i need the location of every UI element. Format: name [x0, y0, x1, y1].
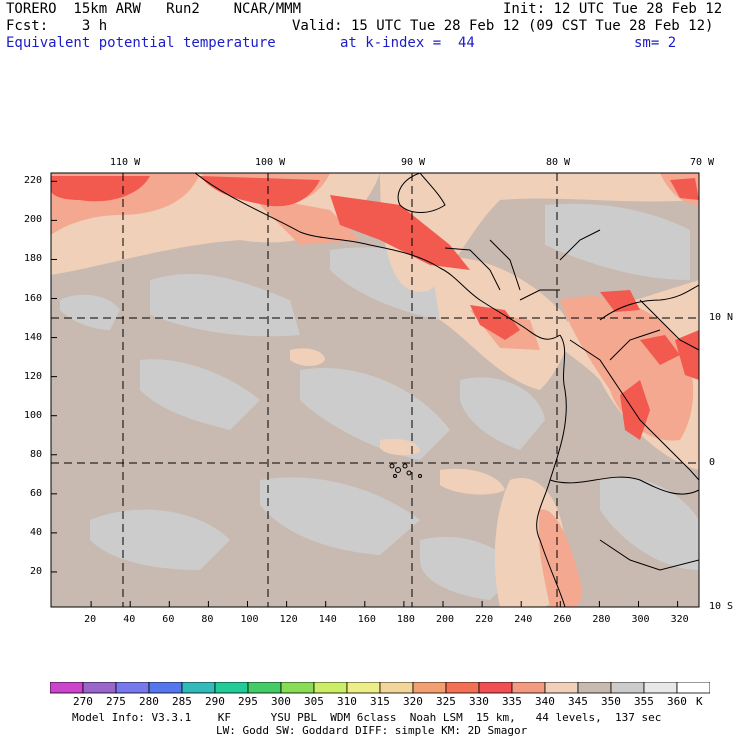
model-info-line2: LW: Godd SW: Goddard DIFF: simple KM: 2D… [216, 724, 528, 737]
y-tick-label: 60 [30, 487, 43, 499]
field-red-areas [51, 176, 699, 440]
colorbar-label: 295 [238, 695, 258, 708]
colorbar-label: 310 [337, 695, 357, 708]
colorbar-label: 355 [634, 695, 654, 708]
y-tick-label: 40 [30, 526, 43, 538]
y-tick-label: 100 [24, 409, 43, 421]
x-tick-label: 220 [475, 614, 494, 625]
lat-label-10s: 10 S [709, 601, 734, 612]
x-tick-label: 100 [240, 614, 259, 625]
x-tick-label: 240 [514, 614, 533, 625]
colorbar-label: 285 [172, 695, 192, 708]
colorbar-unit: K [696, 695, 703, 708]
colorbar-cell [544, 682, 579, 694]
colorbar-label: 270 [73, 695, 93, 708]
colorbar-cell [82, 682, 117, 694]
x-tick-label: 60 [162, 614, 175, 625]
x-tick-label: 40 [123, 614, 136, 625]
coastlines [194, 173, 699, 607]
colorbar-label: 330 [469, 695, 489, 708]
y-tick-label: 180 [24, 253, 43, 265]
colorbar-cell [676, 682, 710, 694]
colorbar [50, 682, 710, 694]
colorbar-cell [412, 682, 447, 694]
colorbar-cell [214, 682, 249, 694]
colorbar-cell [445, 682, 480, 694]
colorbar-label: 305 [304, 695, 324, 708]
colorbar-label: 340 [535, 695, 555, 708]
lon-label-100w: 100 W [255, 157, 286, 168]
lon-label-70w: 70 W [690, 157, 715, 168]
colorbar-cell [313, 682, 348, 694]
colorbar-cell [478, 682, 513, 694]
forecast-hour: Fcst: 3 h [6, 18, 108, 34]
y-tick-label: 220 [24, 175, 43, 187]
x-tick-label: 160 [357, 614, 376, 625]
smoothing-info: sm= 2 [634, 35, 677, 51]
x-tick-label: 80 [201, 614, 214, 625]
colorbar-cell [50, 682, 84, 694]
y-tick-label: 80 [30, 448, 43, 460]
colorbar-label: 320 [403, 695, 423, 708]
x-tick-label: 280 [592, 614, 611, 625]
grid-lines [51, 173, 699, 607]
level-info: at k-index = 44 [340, 35, 475, 51]
colorbar-label: 335 [502, 695, 522, 708]
model-info-line1: Model Info: V3.3.1 KF YSU PBL WDM 6class… [72, 711, 662, 724]
colorbar-label: 275 [106, 695, 126, 708]
x-tick-label: 320 [670, 614, 689, 625]
lat-label-10n: 10 N [709, 312, 734, 323]
x-tick-label: 180 [396, 614, 415, 625]
colorbar-cell [379, 682, 414, 694]
y-tick-label: 20 [30, 565, 43, 577]
x-tick-label: 140 [318, 614, 337, 625]
colorbar-cell [247, 682, 282, 694]
model-title: TORERO 15km ARW Run2 NCAR/MMM [6, 1, 302, 17]
x-tick-label: 260 [553, 614, 572, 625]
colorbar-label: 290 [205, 695, 225, 708]
field-grey-patches [60, 203, 699, 600]
colorbar-cell [577, 682, 612, 694]
x-tick-label: 120 [279, 614, 298, 625]
colorbar-label: 360 [667, 695, 687, 708]
colorbar-cell [148, 682, 183, 694]
y-tick-label: 160 [24, 292, 43, 304]
colorbar-cell [610, 682, 645, 694]
colorbar-cell [511, 682, 546, 694]
y-tick-label: 200 [24, 214, 43, 226]
field-name: Equivalent potential temperature [6, 35, 276, 51]
colorbar-label: 315 [370, 695, 390, 708]
colorbar-label: 350 [601, 695, 621, 708]
map-field [51, 173, 699, 607]
colorbar-label: 325 [436, 695, 456, 708]
lon-label-110w: 110 W [110, 157, 141, 168]
lon-label-80w: 80 W [546, 157, 571, 168]
x-tick-label: 20 [84, 614, 97, 625]
colorbar-label: 300 [271, 695, 291, 708]
colorbar-cell [643, 682, 678, 694]
galapagos-islands [389, 463, 422, 478]
colorbar-cell [280, 682, 315, 694]
y-tick-label: 120 [24, 370, 43, 382]
valid-time: Valid: 15 UTC Tue 28 Feb 12 (09 CST Tue … [292, 18, 714, 34]
colorbar-label: 345 [568, 695, 588, 708]
lon-label-90w: 90 W [401, 157, 426, 168]
colorbar-cell [346, 682, 381, 694]
colorbar-cell [181, 682, 216, 694]
lat-label-0: 0 [709, 457, 716, 468]
colorbar-cell [115, 682, 150, 694]
map-frame [50, 172, 700, 608]
x-tick-label: 200 [436, 614, 455, 625]
x-tick-label: 300 [631, 614, 650, 625]
colorbar-label: 280 [139, 695, 159, 708]
y-tick-label: 140 [24, 331, 43, 343]
init-time: Init: 12 UTC Tue 28 Feb 12 [503, 1, 723, 17]
axis-ticks [51, 180, 679, 607]
